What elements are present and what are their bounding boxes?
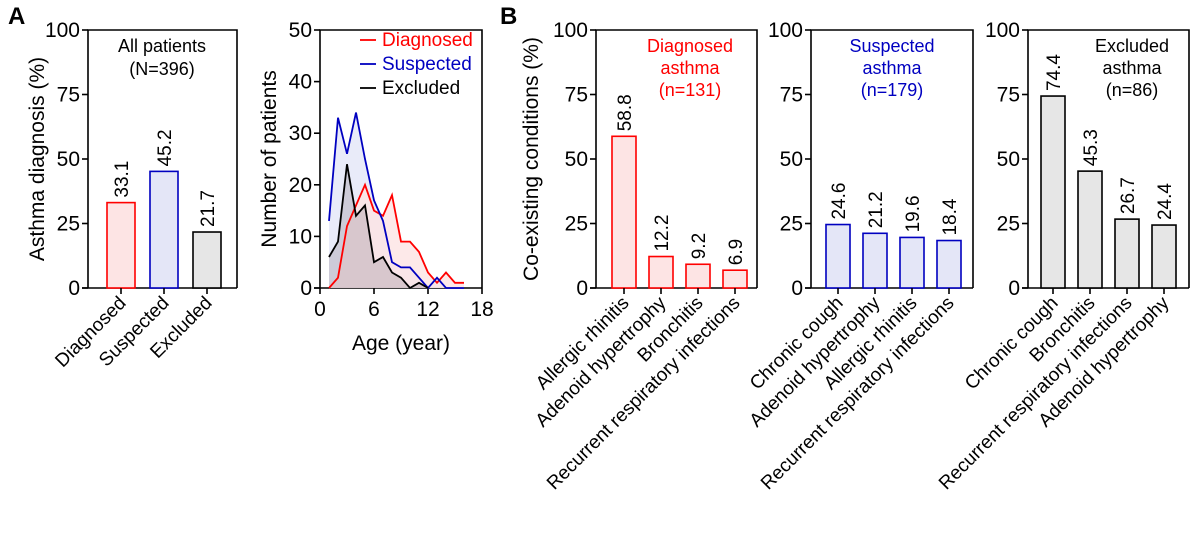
x-axis-title: Age (year) xyxy=(352,332,450,355)
y-tick-label: 0 xyxy=(1008,277,1020,300)
legend-label: Excluded xyxy=(382,78,460,99)
chart-inset-title: asthma xyxy=(862,58,922,78)
bar xyxy=(936,239,962,289)
x-tick-label: 12 xyxy=(416,298,439,321)
y-tick-label: 0 xyxy=(68,277,80,300)
bar-value-label: 12.2 xyxy=(652,215,673,252)
bar-value-label: 21.7 xyxy=(198,190,219,227)
bar-value-label: 26.7 xyxy=(1118,177,1139,214)
bar-value-label: 33.1 xyxy=(112,161,133,198)
chart-inset-title: Suspected xyxy=(849,36,934,56)
x-tick-label: 6 xyxy=(368,298,380,321)
bar-value-label: 58.8 xyxy=(615,94,636,131)
bar-value-label: 24.4 xyxy=(1155,183,1176,220)
y-axis-title: Co-existing conditions (%) xyxy=(520,37,543,281)
series-line-excluded xyxy=(328,164,429,290)
chart-inset-title: Excluded xyxy=(1095,36,1169,56)
y-tick-label: 75 xyxy=(565,84,588,107)
chart-inset-title: (n=131) xyxy=(659,80,722,100)
bar xyxy=(825,223,851,289)
series-area-excluded xyxy=(329,164,428,288)
legend-label: Suspected xyxy=(382,54,472,75)
y-tick-label: 25 xyxy=(57,213,80,236)
y-tick-label: 25 xyxy=(997,213,1020,236)
bar-value-label: 24.6 xyxy=(829,183,850,220)
y-tick-label: 10 xyxy=(289,225,312,248)
bar xyxy=(1151,224,1177,289)
y-tick-label: 100 xyxy=(768,19,803,42)
bar-value-label: 74.4 xyxy=(1044,54,1065,91)
series-line-diagnosed xyxy=(328,182,464,289)
bar xyxy=(192,231,222,289)
y-tick-label: 100 xyxy=(985,19,1020,42)
y-tick-label: 30 xyxy=(289,122,312,145)
y-axis-title: Asthma diagnosis (%) xyxy=(26,57,49,261)
bar xyxy=(149,170,179,289)
chart-inset-title: (N=396) xyxy=(129,59,195,79)
bar xyxy=(611,135,637,289)
bar xyxy=(1077,170,1103,289)
bar xyxy=(106,201,136,289)
bar xyxy=(1114,218,1140,289)
y-tick-label: 75 xyxy=(780,84,803,107)
series-line-suspected xyxy=(328,112,464,290)
panel-letter-a: A xyxy=(8,3,25,30)
bar-value-label: 9.2 xyxy=(689,233,710,259)
bar xyxy=(685,263,711,289)
y-axis-title: Number of patients xyxy=(258,70,281,247)
chart-inset-title: (n=179) xyxy=(861,80,924,100)
chart-inset-title: All patients xyxy=(118,36,206,56)
chart-inset-title: (n=86) xyxy=(1106,80,1159,100)
x-tick-label: 18 xyxy=(470,298,493,321)
chart-age-distribution: 0 10 20 30 40 50 Number of patients 0 6 12 18 Age (… xyxy=(258,19,494,355)
bar-value-label: 6.9 xyxy=(726,239,747,265)
y-tick-label: 50 xyxy=(57,148,80,171)
legend-label: Diagnosed xyxy=(382,30,473,51)
bar-value-label: 21.2 xyxy=(866,191,887,228)
y-tick-label: 25 xyxy=(780,213,803,236)
y-tick-label: 0 xyxy=(300,277,312,300)
y-tick-label: 100 xyxy=(553,19,588,42)
bar xyxy=(648,255,674,289)
bar-value-label: 19.6 xyxy=(903,195,924,232)
panel-letter-b: B xyxy=(500,3,517,30)
x-tick-label: 0 xyxy=(314,298,326,321)
y-tick-label: 50 xyxy=(780,148,803,171)
chart-diagnosed-asthma: 0 25 50 75 100 Co-existing conditions (%) 58.8… xyxy=(520,19,758,494)
chart-inset-title: Diagnosed xyxy=(647,36,733,56)
plot-frame xyxy=(319,29,483,288)
y-tick-label: 75 xyxy=(57,84,80,107)
chart-inset-title: asthma xyxy=(660,58,720,78)
y-tick-label: 25 xyxy=(565,213,588,236)
series-area-diagnosed xyxy=(329,184,464,288)
y-tick-label: 50 xyxy=(289,19,312,42)
y-tick-label: 40 xyxy=(289,71,312,94)
y-tick-label: 100 xyxy=(45,19,80,42)
y-tick-label: 20 xyxy=(289,174,312,197)
bar xyxy=(1040,95,1066,289)
y-tick-label: 50 xyxy=(565,148,588,171)
bar xyxy=(722,269,748,289)
bar xyxy=(899,236,925,289)
bar-value-label: 45.2 xyxy=(155,129,176,166)
y-tick-label: 75 xyxy=(997,84,1020,107)
bar-value-label: 18.4 xyxy=(940,198,961,235)
bar xyxy=(862,232,888,289)
bar-value-label: 45.3 xyxy=(1081,129,1102,166)
y-tick-label: 0 xyxy=(576,277,588,300)
chart-inset-title: asthma xyxy=(1102,58,1162,78)
y-tick-label: 0 xyxy=(791,277,803,300)
y-tick-label: 50 xyxy=(997,148,1020,171)
